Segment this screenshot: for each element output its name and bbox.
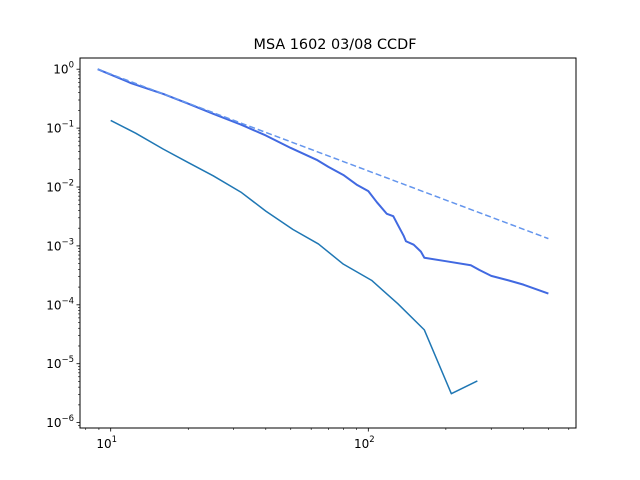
y-axis: 100 10−1 10−2 10−3 10−4 10−5 10−6 xyxy=(46,61,80,430)
y-tick-label: 10−1 xyxy=(46,120,74,136)
y-tick-label: 10−6 xyxy=(46,414,74,430)
axes-frame xyxy=(79,57,577,429)
chart-title: MSA 1602 03/08 CCDF xyxy=(254,37,417,53)
y-tick-label: 10−4 xyxy=(46,296,74,312)
y-tick-label: 10−3 xyxy=(46,237,74,253)
plot-area xyxy=(97,68,549,395)
series-line-3 xyxy=(110,119,478,395)
y-tick-label: 10−2 xyxy=(46,179,74,195)
y-tick-label: 100 xyxy=(53,61,74,77)
y-tick-label: 10−5 xyxy=(46,355,74,371)
series-line-2 xyxy=(97,68,549,240)
series-line-1 xyxy=(97,68,549,295)
